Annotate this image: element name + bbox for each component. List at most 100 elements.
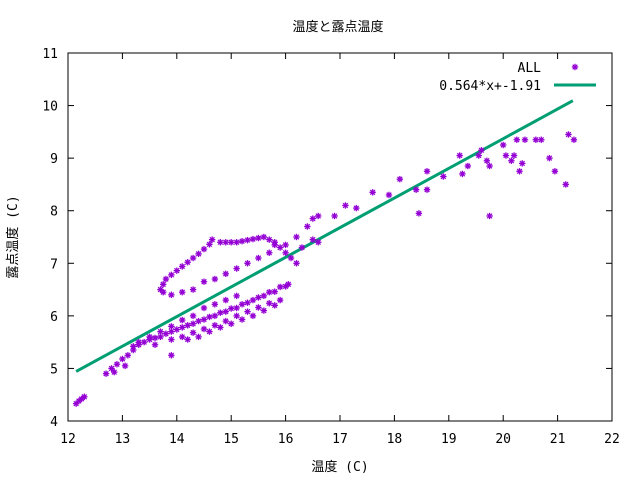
- marker-stroke: [304, 223, 311, 230]
- marker-stroke: [114, 361, 120, 367]
- chart-title: 温度と露点温度: [292, 19, 383, 35]
- marker-stroke: [416, 210, 422, 217]
- marker-stroke: [217, 309, 224, 316]
- marker-stroke: [266, 300, 273, 307]
- data-point: [538, 136, 545, 143]
- marker-stroke: [174, 326, 180, 333]
- data-point: [260, 233, 268, 241]
- marker-stroke: [168, 336, 175, 343]
- fit-line: [75, 99, 574, 373]
- data-point: [385, 191, 393, 199]
- marker-stroke: [538, 136, 545, 143]
- data-point: [168, 352, 175, 359]
- data-point: [228, 320, 235, 327]
- marker-stroke: [201, 278, 207, 285]
- data-point: [200, 245, 208, 253]
- marker-stroke: [239, 301, 245, 308]
- marker-stroke: [484, 158, 490, 164]
- marker-stroke: [250, 236, 256, 242]
- marker-stroke: [163, 330, 169, 337]
- marker-stroke: [212, 276, 218, 282]
- data-point: [276, 244, 284, 251]
- x-tick-label: 20: [495, 432, 511, 447]
- marker-stroke: [277, 297, 283, 303]
- data-point: [211, 275, 219, 283]
- data-point: [113, 361, 121, 368]
- marker-stroke: [152, 342, 158, 348]
- data-point: [200, 304, 208, 312]
- marker-stroke: [217, 239, 224, 246]
- data-point: [282, 283, 289, 290]
- data-point: [255, 254, 262, 262]
- marker-stroke: [293, 260, 300, 267]
- marker-stroke: [511, 152, 517, 159]
- marker-stroke: [250, 297, 256, 303]
- marker-stroke: [571, 136, 577, 143]
- data-point: [151, 334, 159, 342]
- data-point: [287, 254, 295, 262]
- marker-stroke: [130, 343, 137, 350]
- y-tick-label: 8: [50, 205, 58, 220]
- marker-stroke: [503, 152, 509, 159]
- data-point: [222, 317, 229, 325]
- data-point: [244, 308, 251, 315]
- marker-stroke: [369, 189, 376, 196]
- marker-stroke: [310, 215, 316, 222]
- marker-stroke: [456, 152, 463, 159]
- data-point: [331, 212, 338, 220]
- data-point: [135, 338, 142, 346]
- data-point: [157, 328, 164, 335]
- marker-stroke: [500, 142, 506, 148]
- marker-stroke: [212, 322, 218, 329]
- marker-stroke: [201, 305, 207, 311]
- data-point: [233, 312, 240, 320]
- data-point: [238, 301, 246, 308]
- data-point: [521, 136, 529, 143]
- marker-stroke: [190, 320, 196, 327]
- marker-stroke: [271, 242, 278, 248]
- marker-stroke: [424, 186, 430, 193]
- marker-stroke: [233, 305, 240, 311]
- marker-stroke: [179, 289, 186, 295]
- marker-stroke: [179, 317, 186, 323]
- data-point: [342, 202, 349, 209]
- data-point: [168, 336, 175, 343]
- marker-stroke: [111, 369, 118, 375]
- data-point: [238, 316, 246, 323]
- data-point: [211, 322, 219, 329]
- marker-stroke: [516, 168, 523, 175]
- data-point: [222, 308, 229, 315]
- data-point: [217, 324, 224, 331]
- marker-stroke: [209, 236, 215, 243]
- data-point: [244, 236, 251, 244]
- data-point: [168, 323, 175, 330]
- marker-stroke: [179, 334, 186, 340]
- marker-stroke: [201, 316, 207, 323]
- x-tick-label: 17: [332, 432, 348, 447]
- marker-stroke: [244, 237, 251, 243]
- data-point: [189, 312, 197, 320]
- marker-stroke: [228, 320, 234, 327]
- marker-stroke: [546, 155, 553, 161]
- data-point: [369, 189, 376, 196]
- marker-stroke: [212, 313, 218, 319]
- marker-stroke: [244, 308, 251, 315]
- data-points: [72, 131, 578, 407]
- marker-stroke: [190, 286, 196, 293]
- data-point: [179, 289, 186, 296]
- marker-stroke: [282, 283, 289, 290]
- marker-stroke: [266, 250, 273, 256]
- marker-stroke: [299, 244, 305, 251]
- data-point: [293, 233, 300, 241]
- marker-stroke: [261, 234, 267, 240]
- data-point: [119, 355, 126, 363]
- y-tick-label: 9: [50, 152, 58, 167]
- data-point: [222, 270, 229, 277]
- x-tick-label: 16: [278, 432, 294, 447]
- marker-stroke: [514, 136, 520, 143]
- marker-stroke: [233, 239, 240, 246]
- marker-stroke: [478, 147, 485, 154]
- marker-stroke: [533, 136, 539, 143]
- data-point: [233, 239, 240, 246]
- marker-stroke: [266, 236, 273, 243]
